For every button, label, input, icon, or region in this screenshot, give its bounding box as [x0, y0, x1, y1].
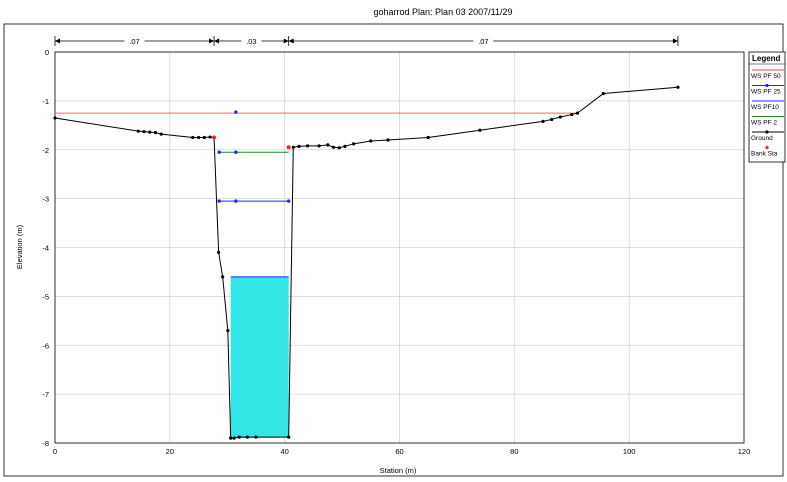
ground-point	[153, 131, 158, 135]
ws-marker	[234, 199, 238, 203]
ground-point	[221, 275, 225, 279]
y-tick-label: -7	[42, 390, 49, 399]
x-tick-label: 80	[510, 447, 518, 456]
mannings-label-bg	[241, 36, 262, 45]
legend-label: Ground	[751, 135, 773, 142]
chart-title: goharrod Plan: Plan 03 2007/11/29	[374, 7, 513, 17]
ground-point	[159, 132, 163, 136]
ground-point	[331, 145, 336, 149]
ground-point	[558, 115, 562, 119]
ground-point	[676, 85, 680, 89]
ground-point	[337, 146, 341, 150]
ground-point	[232, 436, 236, 440]
ground-point	[306, 144, 310, 148]
ground-point	[191, 135, 195, 140]
ground-point	[326, 143, 330, 147]
mannings-arrow	[55, 38, 60, 44]
ground-point	[237, 435, 241, 439]
ground-point	[343, 144, 347, 148]
ground-point	[53, 116, 57, 120]
mannings-label-bg	[473, 36, 494, 45]
legend-swatch-dot	[765, 130, 769, 134]
y-tick-label: -5	[42, 292, 49, 301]
x-tick-label: 0	[53, 447, 57, 456]
y-tick-label: -8	[42, 439, 49, 448]
ground-point	[208, 135, 212, 139]
ground-point	[229, 436, 233, 440]
ws-marker	[286, 199, 291, 203]
mannings-arrow	[283, 38, 289, 44]
ground-point	[136, 129, 140, 133]
y-tick-label: -1	[42, 97, 49, 106]
ws-marker	[217, 199, 221, 203]
y-tick-label: -2	[42, 146, 49, 155]
ground-point	[142, 130, 146, 134]
ground-point	[297, 144, 301, 148]
ground-point	[217, 250, 221, 254]
legend-label: WS PF 25	[751, 89, 781, 96]
ground-point	[351, 142, 356, 146]
bank-station-point	[212, 135, 217, 140]
mannings-arrow	[288, 38, 294, 44]
water-fill	[230, 276, 289, 439]
legend-label: WS PF 2	[751, 120, 777, 127]
legend: Legend WS PF 50 WS PF 25 WS PF10 WS PF 2 Grou…	[748, 51, 786, 163]
ground-point	[369, 139, 373, 143]
ground-point	[202, 135, 206, 140]
x-tick-label: 40	[280, 447, 288, 456]
mannings-label-bg	[124, 36, 145, 45]
ground-point	[245, 435, 249, 439]
ground-point	[317, 144, 321, 148]
ground-point	[196, 135, 201, 140]
ws-marker	[234, 110, 238, 114]
ground-point	[541, 119, 545, 124]
plot-border	[54, 51, 745, 444]
ground-point	[291, 145, 295, 149]
legend-swatch-dot	[765, 145, 769, 150]
legend-label: Bank Sta	[751, 151, 778, 158]
legend-title: Legend	[752, 54, 781, 63]
x-axis-label: Station (m)	[380, 466, 417, 475]
x-tick-label: 20	[166, 447, 174, 456]
ground-point	[570, 112, 574, 117]
legend-swatch-dot	[765, 83, 769, 88]
mannings-arrow	[209, 38, 215, 44]
mannings-arrow	[672, 38, 678, 44]
y-tick-label: -3	[42, 195, 49, 204]
y-tick-label: 0	[45, 48, 49, 57]
ground-point	[550, 117, 554, 122]
ground-point	[575, 111, 580, 115]
legend-label: WS PF 50	[751, 73, 781, 80]
ground-point	[254, 435, 258, 439]
ground-line	[54, 86, 679, 439]
ground-point	[601, 91, 605, 96]
y-tick-label: -6	[42, 341, 49, 350]
ground-point	[148, 130, 152, 134]
ws-marker	[217, 150, 221, 154]
bank-station-point	[286, 145, 291, 150]
ws-marker	[234, 150, 238, 154]
ground-point	[287, 435, 291, 439]
mannings-label: .07	[129, 37, 139, 46]
ground-point	[478, 128, 482, 132]
y-axis-label: Elevation (m)	[15, 224, 24, 269]
y-tick-label: -4	[42, 244, 49, 253]
x-tick-label: 60	[395, 447, 403, 456]
mannings-arrow	[214, 38, 220, 44]
ground-point	[226, 328, 230, 333]
mannings-label: .03	[246, 37, 256, 46]
outer-frame	[3, 23, 784, 477]
mannings-label: .07	[478, 37, 488, 46]
legend-label: WS PF10	[751, 104, 779, 111]
ground-point	[386, 138, 390, 142]
x-tick-label: 100	[623, 447, 636, 456]
x-tick-label: 120	[738, 447, 751, 456]
ground-point	[426, 135, 430, 140]
